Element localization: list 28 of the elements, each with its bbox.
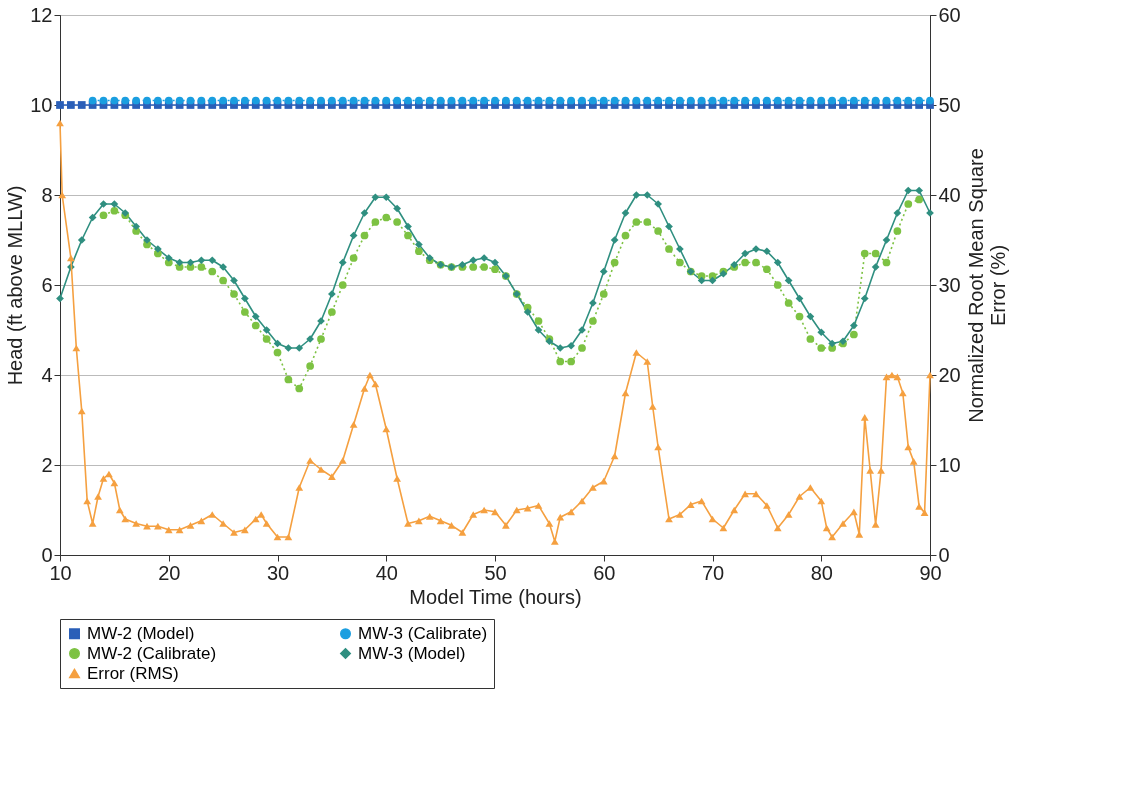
x-tick-label: 50 <box>484 561 507 584</box>
y-tick-label: 4 <box>41 363 53 386</box>
y-tick-label: 2 <box>41 453 53 476</box>
y2-tick-label: 50 <box>938 93 961 116</box>
y-tick-label: 8 <box>41 183 53 206</box>
y2-tick-label: 20 <box>938 363 961 386</box>
legend-label: MW-3 (Model) <box>358 643 466 663</box>
legend-label: MW-2 (Model) <box>87 623 195 643</box>
x-tick-label: 40 <box>375 561 398 584</box>
y-tick-label: 10 <box>30 93 53 116</box>
x-tick-label: 20 <box>158 561 181 584</box>
y2-tick-label: 60 <box>938 3 961 26</box>
x-tick-label: 80 <box>810 561 833 584</box>
legend-label: Error (RMS) <box>87 663 179 683</box>
y2-tick-label: 40 <box>938 183 961 206</box>
y2-axis-title: Normalized Root Mean Square Error (%) <box>964 148 1009 423</box>
x-tick-label: 70 <box>701 561 725 584</box>
legend-label: MW-2 (Calibrate) <box>87 643 217 663</box>
y2-tick-label: 30 <box>938 273 961 296</box>
x-tick-label: 30 <box>266 561 290 584</box>
y-axis-title: Head (ft above MLLW) <box>4 185 27 386</box>
y-tick-label: 0 <box>41 543 53 566</box>
x-axis-title: Model Time (hours) <box>409 585 582 608</box>
y-tick-label: 12 <box>30 3 53 26</box>
y-tick-label: 6 <box>41 273 53 296</box>
legend-label: MW-3 (Calibrate) <box>358 623 488 643</box>
x-tick-label: 60 <box>593 561 616 584</box>
y2-tick-label: 10 <box>938 453 961 476</box>
